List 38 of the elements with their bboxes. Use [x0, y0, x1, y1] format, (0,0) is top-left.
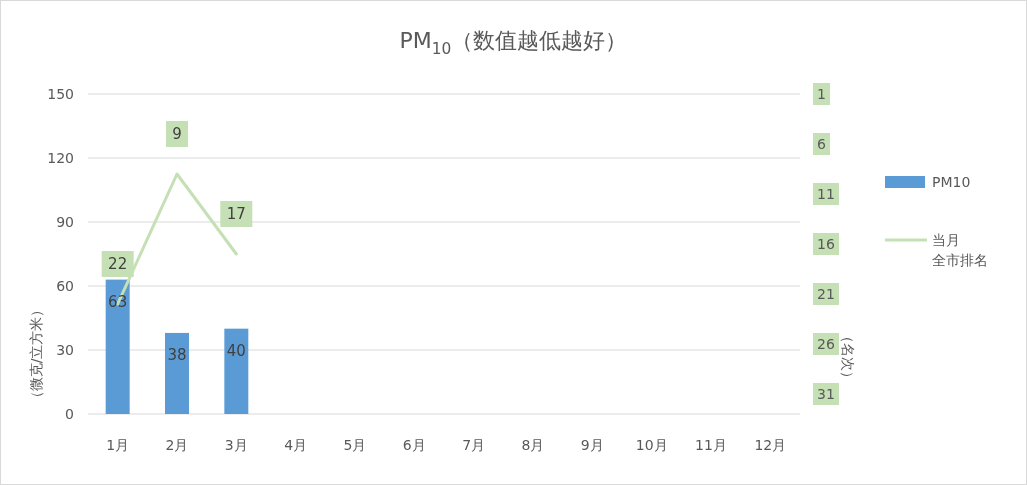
x-tick-label: 4月 — [284, 437, 308, 453]
y-tick-label: 90 — [56, 214, 74, 230]
data-label: 38 — [167, 345, 187, 364]
legend-label: 当月全市排名 — [932, 232, 988, 268]
data-label: 9 — [172, 125, 182, 143]
x-tick-label: 11月 — [695, 437, 727, 453]
x-tick-label: 2月 — [165, 437, 189, 453]
y2-tick-label: 21 — [817, 286, 835, 302]
x-tick-label: 3月 — [224, 437, 248, 453]
y-tick-label: 150 — [47, 86, 74, 102]
x-tick-label: 1月 — [106, 437, 130, 453]
data-label: 40 — [226, 341, 246, 360]
y-tick-label: 0 — [65, 406, 74, 422]
x-tick-label: 5月 — [343, 437, 367, 453]
x-tick-label: 12月 — [754, 437, 787, 453]
y2-tick-label: 31 — [817, 386, 835, 402]
y2-axis-title: （名次） — [840, 329, 856, 385]
y2-tick-label: 11 — [817, 186, 835, 202]
bar — [165, 332, 189, 414]
data-label: 22 — [108, 255, 128, 273]
x-tick-label: 8月 — [521, 437, 545, 453]
x-tick-label: 9月 — [580, 437, 604, 453]
y-axis-title: （微克/立方米） — [28, 302, 44, 406]
y-tick-label: 120 — [47, 150, 74, 166]
x-tick-label: 10月 — [635, 437, 668, 453]
x-tick-label: 6月 — [402, 437, 426, 453]
y2-tick-label: 16 — [817, 236, 835, 252]
y2-tick-label: 26 — [817, 336, 835, 352]
chart-title: PM$_{10}$（数值越低越好） — [399, 27, 628, 58]
x-tick-label: 7月 — [462, 437, 486, 453]
y-tick-label: 30 — [56, 342, 74, 358]
legend-label: PM10 — [932, 174, 971, 190]
y2-tick-label: 6 — [817, 136, 827, 152]
bar — [224, 328, 249, 414]
y-tick-label: 60 — [56, 278, 74, 294]
data-label: 17 — [226, 205, 246, 223]
data-label: 63 — [108, 292, 128, 311]
y2-tick-label: 1 — [817, 86, 826, 102]
